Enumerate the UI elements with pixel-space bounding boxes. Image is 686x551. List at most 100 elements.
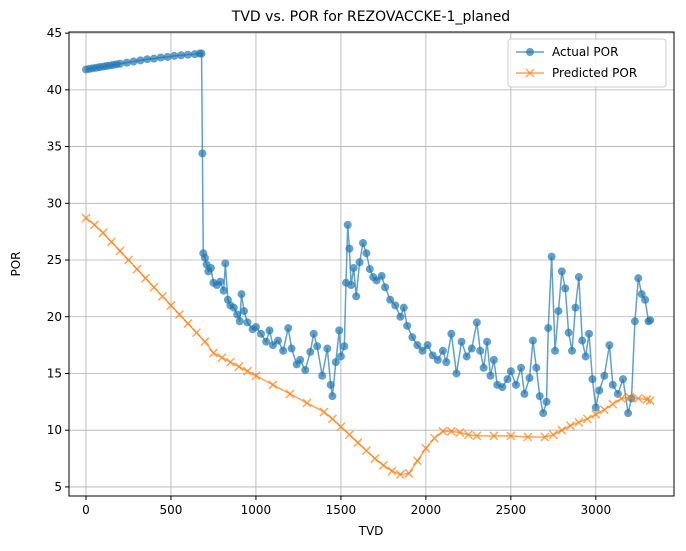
point: [335, 326, 344, 335]
point: [89, 220, 100, 230]
point: [605, 341, 614, 350]
point: [525, 374, 534, 383]
point: [548, 430, 558, 440]
point: [302, 398, 312, 408]
point: [608, 399, 618, 409]
y-tick-label: 35: [47, 140, 62, 154]
point: [225, 357, 235, 367]
point: [472, 318, 481, 327]
point: [565, 421, 575, 431]
point: [251, 371, 261, 381]
point: [336, 352, 345, 361]
point: [217, 353, 227, 363]
x-tick-label: 2000: [411, 503, 442, 517]
point: [633, 393, 643, 403]
point: [613, 389, 622, 398]
point: [347, 280, 356, 289]
point: [532, 363, 541, 372]
point: [237, 290, 246, 299]
point: [438, 346, 447, 355]
point: [511, 380, 520, 389]
point: [268, 341, 277, 350]
point: [396, 312, 405, 321]
y-tick-label: 5: [54, 480, 62, 494]
point: [630, 317, 639, 326]
point: [233, 310, 242, 319]
y-tick-label: 30: [47, 196, 62, 210]
point: [418, 346, 427, 355]
point: [483, 337, 492, 346]
point: [274, 336, 283, 345]
point: [163, 52, 172, 61]
point: [170, 51, 179, 60]
point: [327, 414, 337, 424]
point: [221, 259, 230, 268]
point: [323, 344, 332, 353]
point: [149, 282, 159, 292]
point: [591, 403, 600, 412]
point: [197, 49, 206, 58]
point: [285, 389, 295, 399]
point: [326, 380, 335, 389]
point: [600, 371, 609, 380]
plot-frame: [68, 31, 675, 497]
point: [624, 409, 633, 418]
point: [166, 300, 176, 310]
point: [540, 432, 550, 442]
point: [353, 438, 363, 448]
point: [216, 277, 225, 286]
point: [462, 352, 471, 361]
point: [571, 303, 580, 312]
point: [381, 283, 390, 292]
point: [328, 392, 337, 401]
point: [257, 329, 266, 338]
point: [395, 469, 405, 479]
point: [115, 246, 125, 256]
point: [535, 392, 544, 401]
point: [557, 267, 566, 276]
point: [403, 321, 412, 330]
x-tick-label: 500: [160, 503, 183, 517]
point: [645, 396, 655, 406]
point: [123, 255, 134, 265]
point: [349, 263, 358, 272]
legend-marker: [525, 68, 535, 78]
point: [463, 430, 473, 440]
point: [506, 431, 516, 441]
point: [306, 347, 315, 356]
legend-label: Actual POR: [552, 45, 618, 59]
point: [279, 346, 288, 355]
point: [554, 307, 563, 316]
point: [136, 56, 145, 65]
point: [428, 351, 437, 360]
point: [140, 273, 151, 283]
chart-title: TVD vs. POR for REZOVACCKE-1_planed: [231, 9, 510, 25]
point: [296, 355, 305, 364]
point: [528, 336, 537, 345]
point: [557, 425, 567, 435]
point: [242, 366, 252, 376]
point: [472, 431, 482, 441]
point: [98, 228, 108, 238]
point: [340, 342, 349, 351]
point: [200, 337, 210, 347]
point: [412, 456, 422, 466]
point: [391, 301, 400, 310]
point: [574, 273, 583, 282]
point: [564, 328, 573, 337]
point: [599, 405, 609, 415]
point: [174, 309, 184, 320]
point: [539, 409, 548, 418]
point: [574, 417, 584, 427]
point: [547, 252, 556, 261]
point: [359, 239, 368, 248]
point: [517, 363, 526, 372]
point: [336, 422, 346, 432]
point: [581, 352, 590, 361]
point: [344, 430, 354, 440]
point: [479, 363, 488, 372]
point: [268, 380, 278, 390]
point: [486, 371, 495, 380]
point: [229, 303, 238, 312]
